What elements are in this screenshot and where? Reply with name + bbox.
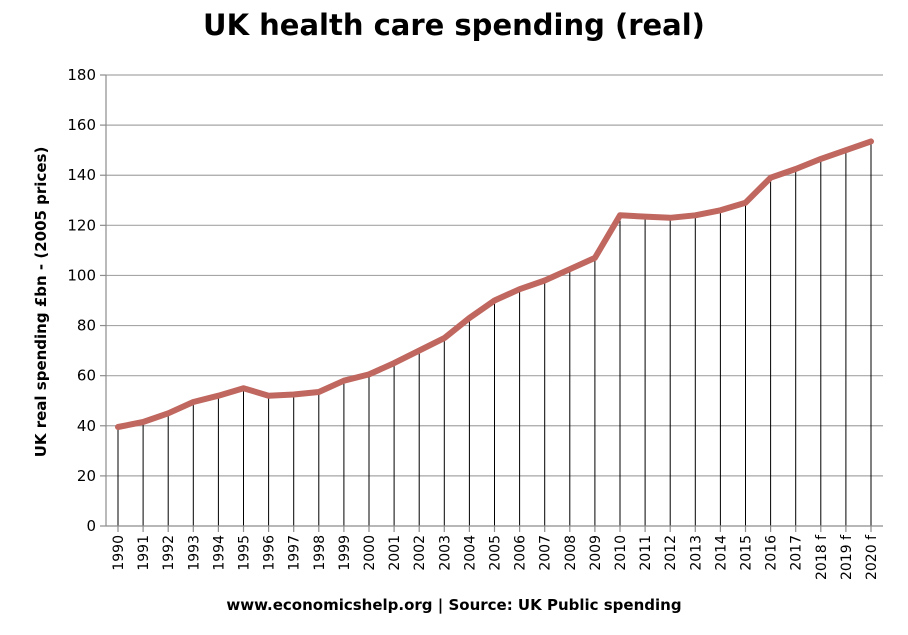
y-tick-label: 0: [86, 517, 96, 535]
x-tick-label: 1995: [237, 535, 253, 571]
x-tick-labels: 1990 1991 1992 1993 1994 1995 1996 1997 1998 1999…: [111, 534, 880, 580]
x-tick-label: 1991: [136, 535, 152, 571]
y-tick-label: 160: [67, 116, 96, 134]
x-tick-label: 2009: [588, 535, 604, 571]
data-point: [592, 255, 598, 261]
data-point: [190, 399, 196, 405]
x-tick-label: 2018 f: [814, 534, 830, 580]
axes: [100, 74, 883, 532]
y-tick-label: 40: [77, 417, 96, 435]
data-point: [868, 138, 874, 144]
data-point: [115, 424, 121, 430]
data-point: [542, 277, 548, 283]
data-point: [241, 385, 246, 391]
data-point: [291, 391, 297, 397]
y-tick-label: 80: [77, 317, 96, 335]
data-point: [165, 410, 171, 416]
x-tick-label: 1996: [262, 535, 278, 571]
x-tick-label: 2003: [437, 535, 453, 571]
x-tick-label: 1990: [111, 535, 127, 571]
x-tick-label: 1993: [186, 535, 202, 571]
y-axis-label: UK real spending £bn - (2005 prices): [32, 146, 50, 458]
x-tick-label: 1994: [211, 535, 227, 571]
data-point: [768, 175, 774, 181]
x-tick-label: 1992: [161, 535, 177, 571]
x-tick-label: 2019 f: [839, 534, 855, 580]
x-tick-label: 2017: [789, 535, 805, 571]
data-point: [667, 215, 673, 221]
x-tick-label: 2016: [764, 535, 780, 571]
data-point: [818, 156, 824, 162]
data-point: [466, 315, 472, 321]
data-point: [492, 298, 497, 303]
x-tick-label: 2007: [538, 535, 554, 571]
data-point: [215, 393, 221, 399]
chart-title: UK health care spending (real): [203, 8, 705, 42]
data-point: [341, 378, 347, 384]
x-tick-label: 2008: [563, 535, 579, 571]
data-point: [366, 371, 372, 377]
x-tick-label: 2005: [488, 535, 504, 571]
x-tick-label: 2012: [663, 535, 679, 571]
data-point: [416, 348, 422, 354]
data-point: [843, 147, 849, 153]
data-point: [743, 200, 748, 206]
source-footer: www.economicshelp.org | Source: UK Publi…: [226, 596, 682, 614]
x-tick-label: 1997: [287, 535, 303, 571]
y-tick-label: 120: [67, 216, 96, 234]
data-point: [316, 389, 322, 395]
y-tick-label: 140: [67, 166, 96, 184]
drop-lines: [117, 141, 872, 526]
data-point: [717, 207, 723, 213]
x-tick-label: 2004: [462, 535, 478, 571]
data-point: [692, 212, 698, 218]
series-layer: [115, 138, 874, 430]
x-tick-label: 1999: [337, 535, 353, 571]
x-tick-label: 2020 f: [864, 534, 880, 580]
x-tick-label: 2013: [688, 535, 704, 571]
data-point: [617, 212, 623, 218]
x-tick-label: 1998: [312, 535, 328, 571]
data-point: [391, 360, 397, 366]
y-tick-label: 100: [67, 266, 96, 284]
y-tick-labels: 0 20 40 60 80 100 120 140 160 180: [67, 66, 96, 535]
data-point: [793, 166, 799, 172]
x-tick-label: 2010: [613, 535, 629, 571]
data-point: [567, 266, 573, 272]
x-tick-label: 2001: [387, 535, 403, 571]
data-point: [266, 393, 272, 399]
x-tick-label: 2006: [513, 535, 529, 571]
y-tick-label: 180: [67, 66, 96, 84]
x-tick-label: 2000: [362, 535, 378, 571]
data-point: [441, 335, 447, 341]
data-point: [140, 419, 146, 425]
data-point: [517, 286, 523, 292]
x-tick-label: 2011: [638, 535, 654, 571]
y-tick-label: 60: [77, 367, 96, 385]
x-tick-label: 2015: [739, 535, 755, 571]
x-tick-label: 2002: [412, 535, 428, 571]
x-tick-label: 2014: [713, 535, 729, 571]
data-point: [642, 214, 648, 220]
y-tick-label: 20: [77, 467, 96, 485]
